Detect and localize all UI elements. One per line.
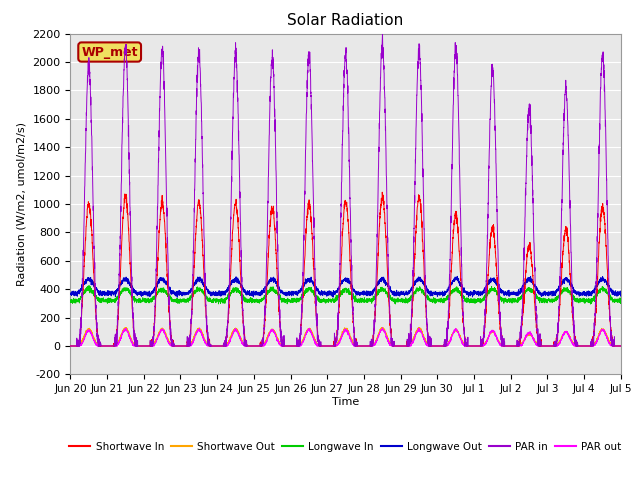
- Y-axis label: Radiation (W/m2, umol/m2/s): Radiation (W/m2, umol/m2/s): [17, 122, 27, 286]
- Text: WP_met: WP_met: [81, 46, 138, 59]
- Legend: Shortwave In, Shortwave Out, Longwave In, Longwave Out, PAR in, PAR out: Shortwave In, Shortwave Out, Longwave In…: [65, 438, 626, 456]
- X-axis label: Time: Time: [332, 397, 359, 407]
- Title: Solar Radiation: Solar Radiation: [287, 13, 404, 28]
